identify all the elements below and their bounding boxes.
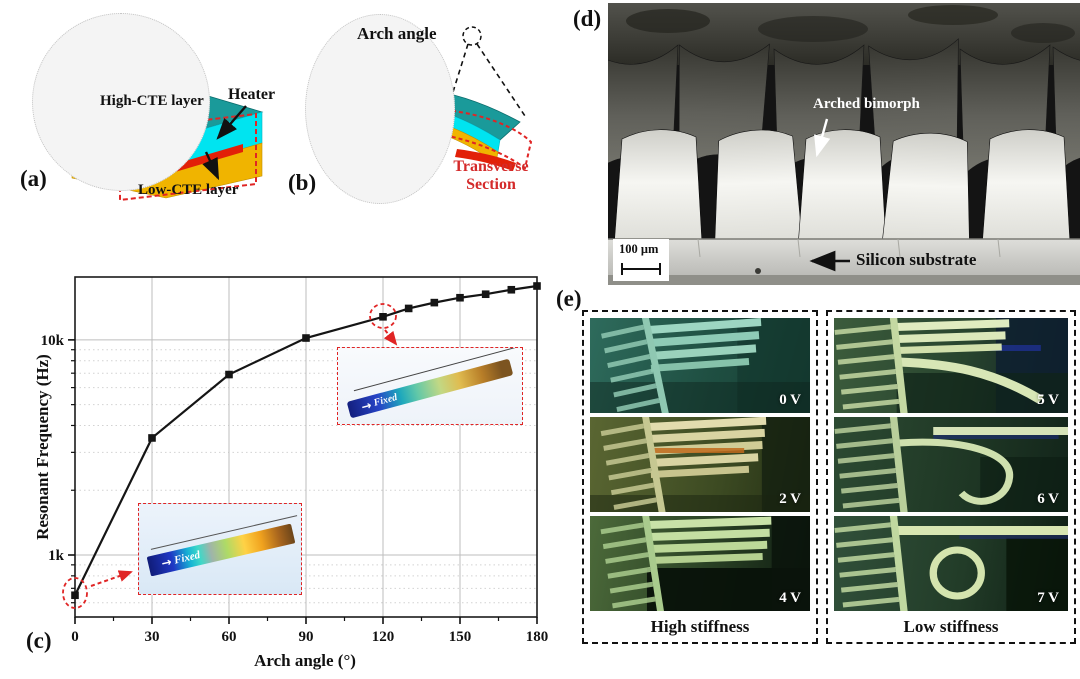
voltage-label: 5 V xyxy=(1037,392,1059,408)
low-cte-arrow xyxy=(202,151,220,181)
svg-text:10k: 10k xyxy=(41,333,65,349)
voltage-label: 2 V xyxy=(779,491,801,507)
transverse-section-outline xyxy=(437,108,533,170)
panel-a-circle xyxy=(32,13,210,191)
arched-heater-strip xyxy=(455,149,516,171)
transverse-section-label: Transverse Section xyxy=(453,158,529,193)
comb-structure xyxy=(834,318,909,413)
scale-bar: 100 μm xyxy=(613,239,669,281)
photo-4v: 4 V xyxy=(590,516,810,611)
low-stiffness-group: 5 V 6 V xyxy=(826,310,1076,644)
arched-bimorph-label: Arched bimorph xyxy=(813,96,920,112)
scale-bar-text: 100 μm xyxy=(619,242,659,256)
low-stiffness-caption: Low stiffness xyxy=(903,617,999,636)
fixed-label: Fixed xyxy=(172,549,202,567)
voltage-label: 7 V xyxy=(1037,590,1059,606)
panel-b-letter: (b) xyxy=(288,170,317,195)
voltage-label: 6 V xyxy=(1037,491,1059,507)
cross-section-outline xyxy=(119,112,257,202)
panel-b-circle xyxy=(305,14,455,204)
silicon-substrate-label: Silicon substrate xyxy=(856,250,977,269)
photo-6v: 6 V xyxy=(834,417,1068,512)
high-stiffness-group: 0 V xyxy=(582,310,818,644)
photo-2v: 2 V xyxy=(590,417,810,512)
arch-angle-right-leg xyxy=(476,43,526,117)
y-axis-label: Resonant Frequency (Hz) xyxy=(33,354,52,540)
svg-text:60: 60 xyxy=(222,629,237,645)
fixed-label: Fixed xyxy=(372,391,399,409)
simulated-arched-beam: → Fixed xyxy=(346,358,514,419)
svg-text:30: 30 xyxy=(145,629,160,645)
svg-text:0: 0 xyxy=(71,629,79,645)
svg-text:120: 120 xyxy=(372,629,395,645)
low-cte-label: Low-CTE layer xyxy=(138,182,239,198)
panel-d-letter: (d) xyxy=(573,6,602,31)
voltage-label: 4 V xyxy=(779,590,801,606)
resonant-frequency-plot: 0 30 60 90 120 150 180 1k 10k xyxy=(41,276,549,645)
voltage-label: 0 V xyxy=(779,392,801,408)
scale-bar-line xyxy=(621,263,661,275)
fixed-arrow-icon: → xyxy=(359,397,373,414)
arch-angle-label: Arch angle xyxy=(357,24,437,43)
high-cte-label: High-CTE layer xyxy=(100,93,204,109)
photo-7v: 7 V xyxy=(834,516,1068,611)
photo-0v: 0 V xyxy=(590,318,810,413)
heater-label: Heater xyxy=(228,86,276,103)
panel-e-letter: (e) xyxy=(556,286,582,311)
comb-structure xyxy=(601,318,670,413)
bright-arched-plates xyxy=(613,129,1071,250)
panel-c-letter: (c) xyxy=(26,628,52,653)
comb-structure xyxy=(600,516,665,611)
sem-graphics xyxy=(608,3,1080,285)
panel-c-chart: 0 30 60 90 120 150 180 1k 10k → Fixed → Fixed xyxy=(25,255,570,679)
panel-a-letter: (a) xyxy=(20,166,47,191)
chart-inset-arched-beam: → Fixed xyxy=(337,347,523,425)
svg-text:1k: 1k xyxy=(48,548,65,564)
heater-arrow xyxy=(216,105,247,140)
panel-d-sem-image: Arched bimorph 100 μm Silicon substrate xyxy=(608,3,1080,285)
comb-structure xyxy=(834,516,909,611)
comb-structure xyxy=(600,417,667,512)
panel-b: Arch angle Transverse Section (b) xyxy=(285,0,585,215)
panel-a: High-CTE layer Heater Low-CTE layer (a) xyxy=(0,0,300,215)
curled-beam xyxy=(898,438,1014,505)
arch-angle-vertex xyxy=(462,26,482,46)
comb-structure xyxy=(834,417,909,512)
high-stiffness-caption: High stiffness xyxy=(650,617,750,636)
svg-text:90: 90 xyxy=(299,629,314,645)
fixed-arrow-icon: → xyxy=(159,554,173,571)
svg-text:150: 150 xyxy=(449,629,472,645)
looped-beam xyxy=(929,546,985,600)
arched-bimorph-arrow xyxy=(814,118,831,158)
x-axis-label: Arch angle (°) xyxy=(254,651,356,670)
chart-inset-flat-beam: → Fixed xyxy=(138,503,302,595)
photo-5v: 5 V xyxy=(834,318,1068,413)
svg-text:180: 180 xyxy=(526,629,549,645)
curved-beam xyxy=(898,357,1044,404)
